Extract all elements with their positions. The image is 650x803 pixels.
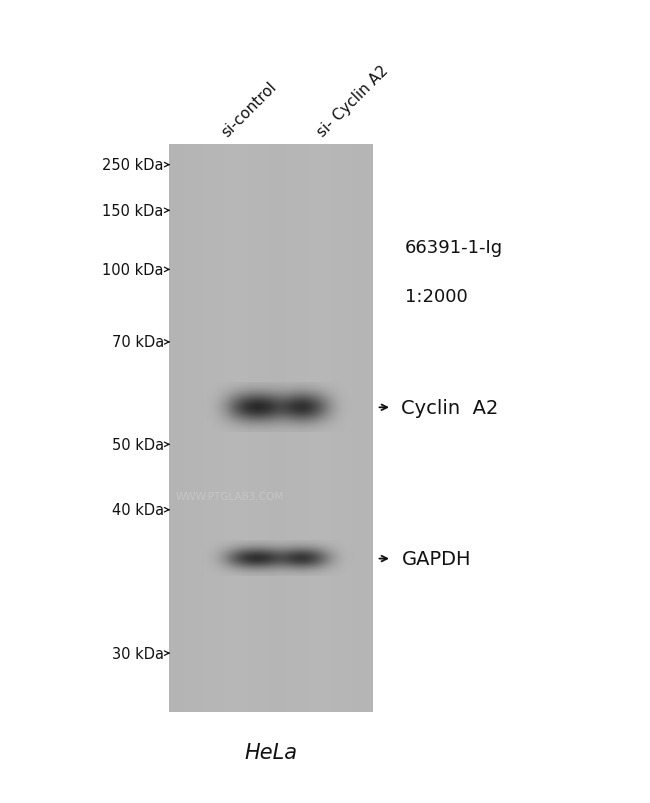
Text: 50 kDa: 50 kDa	[112, 438, 164, 452]
Text: 66391-1-Ig: 66391-1-Ig	[404, 239, 502, 257]
Text: 40 kDa: 40 kDa	[112, 503, 164, 518]
Text: 1:2000: 1:2000	[404, 287, 467, 306]
Text: Cyclin  A2: Cyclin A2	[402, 398, 499, 418]
Text: si- Cyclin A2: si- Cyclin A2	[315, 63, 391, 140]
Text: 100 kDa: 100 kDa	[102, 263, 164, 278]
Text: HeLa: HeLa	[244, 742, 297, 762]
Text: 30 kDa: 30 kDa	[112, 646, 164, 661]
Text: 150 kDa: 150 kDa	[103, 204, 164, 218]
Text: 70 kDa: 70 kDa	[112, 335, 164, 350]
Text: 250 kDa: 250 kDa	[102, 158, 164, 173]
Text: si-control: si-control	[219, 79, 280, 140]
Text: WWW.PTGLAB3.COM: WWW.PTGLAB3.COM	[176, 491, 284, 501]
Text: GAPDH: GAPDH	[402, 549, 471, 569]
